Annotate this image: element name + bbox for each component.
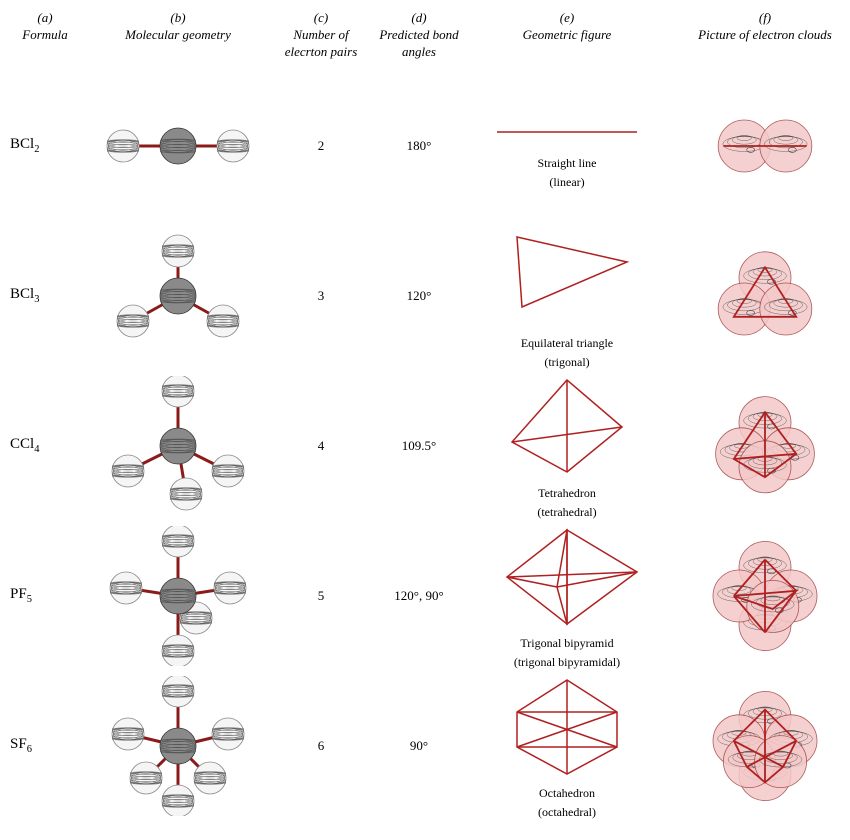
formula-text: PF5 [10,586,32,605]
geometry-paren: (trigonal bipyramidal) [514,655,620,669]
header-electron-pairs: (c) Number of elecrton pairs [276,10,366,71]
header-label: Predicted bond angles [379,27,458,59]
formula-cell: BCl2 [10,71,80,221]
electron-cloud-diagram [670,671,850,821]
header-label: Geometric figure [523,27,612,42]
electron-cloud-diagram [670,71,850,221]
bond-angle-value: 109.5° [374,371,464,521]
header-letter: (b) [88,10,268,27]
geometry-name: Trigonal bipyramid [520,636,613,650]
bond-angle-value: 120°, 90° [374,521,464,671]
molecule-diagram [88,371,268,521]
header-label: Molecular geometry [125,27,231,42]
electron-cloud-diagram [670,371,850,521]
bond-angle-value: 90° [374,671,464,821]
header-bond-angles: (d) Predicted bond angles [374,10,464,71]
header-letter: (c) [276,10,366,27]
geometric-figure: Tetrahedron (tetrahedral) [472,371,662,521]
formula-text: SF6 [10,736,32,755]
header-label: Formula [22,27,68,42]
bond-angle-value: 180° [374,71,464,221]
electron-cloud-diagram [670,221,850,371]
header-label: Picture of electron clouds [698,27,832,42]
electron-pairs-value: 5 [276,521,366,671]
header-formula: (a) Formula [10,10,80,71]
geometric-figure: Octahedron (octahedral) [472,671,662,821]
electron-pairs-value: 6 [276,671,366,821]
header-molecular-geometry: (b) Molecular geometry [88,10,268,71]
formula-text: CCl4 [10,436,39,455]
bond-angle-value: 120° [374,221,464,371]
geometric-figure: Equilateral triangle (trigonal) [472,221,662,371]
header-letter: (e) [472,10,662,27]
electron-pairs-value: 3 [276,221,366,371]
molecule-diagram [88,221,268,371]
electron-pairs-value: 2 [276,71,366,221]
header-letter: (d) [374,10,464,27]
formula-text: BCl3 [10,286,39,305]
geometry-paren: (linear) [549,175,584,189]
header-letter: (f) [670,10,850,27]
formula-cell: SF6 [10,671,80,821]
header-geometric-figure: (e) Geometric figure [472,10,662,71]
geometry-paren: (trigonal) [544,355,589,369]
header-label: Number of elecrton pairs [285,27,358,59]
molecule-diagram [88,671,268,821]
geometry-name: Straight line [538,156,597,170]
formula-cell: CCl4 [10,371,80,521]
geometry-paren: (tetrahedral) [537,505,596,519]
geometry-name: Equilateral triangle [521,336,613,350]
formula-cell: PF5 [10,521,80,671]
geometry-name: Tetrahedron [538,486,596,500]
electron-pairs-value: 4 [276,371,366,521]
molecule-diagram [88,71,268,221]
geometry-name: Octahedron [539,786,595,800]
header-electron-clouds: (f) Picture of electron clouds [670,10,850,71]
geometry-paren: (octahedral) [538,805,596,819]
header-letter: (a) [10,10,80,27]
electron-cloud-diagram [670,521,850,671]
molecule-diagram [88,521,268,671]
molecular-geometry-table: (a) Formula (b) Molecular geometry (c) N… [10,10,840,821]
formula-cell: BCl3 [10,221,80,371]
formula-text: BCl2 [10,136,39,155]
geometric-figure: Straight line (linear) [472,71,662,221]
geometric-figure: Trigonal bipyramid (trigonal bipyramidal) [472,521,662,671]
